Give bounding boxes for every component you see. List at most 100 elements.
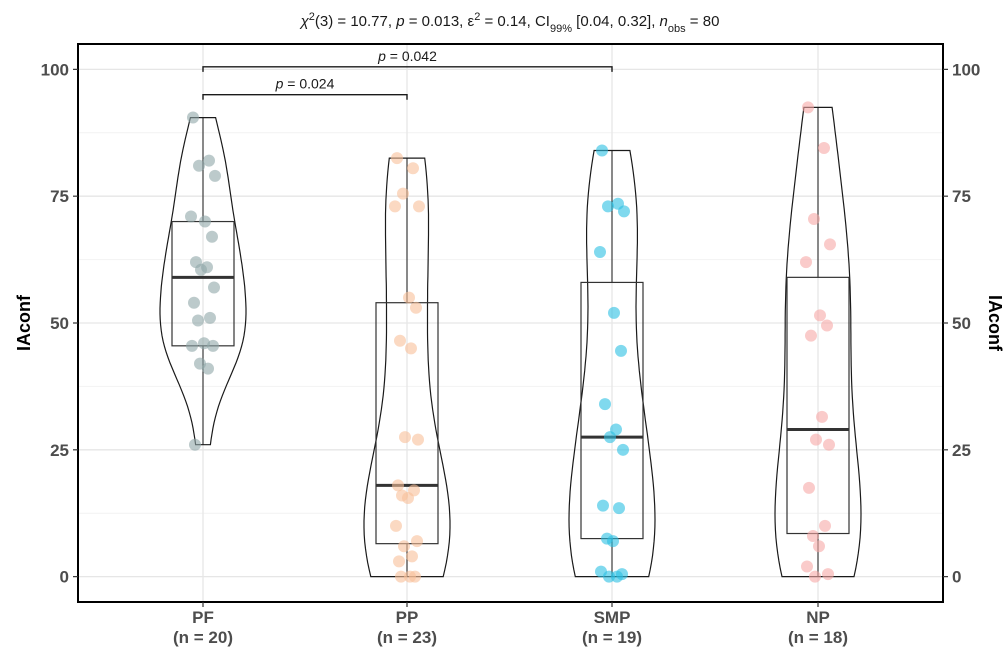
y-axis-title-left: IAconf	[14, 294, 34, 351]
comparison-label: p = 0.042	[377, 48, 437, 64]
data-point	[821, 319, 833, 332]
data-point	[613, 502, 625, 515]
y-axis-left: 0 25 50 75 100	[41, 60, 78, 587]
data-point	[186, 339, 198, 352]
data-point	[604, 431, 616, 444]
x-category-label: SMP	[594, 608, 631, 627]
data-point	[802, 101, 814, 114]
y-tick-label-left: 0	[60, 568, 69, 587]
y-tick-label-left: 100	[41, 60, 69, 79]
data-point	[819, 519, 831, 532]
data-point	[413, 200, 425, 213]
data-point	[824, 238, 836, 251]
data-point	[198, 337, 210, 350]
data-point	[596, 144, 608, 157]
data-point	[607, 535, 619, 548]
y-tick-label-right: 75	[952, 187, 971, 206]
y-tick-label-right: 50	[952, 314, 971, 333]
data-point	[398, 540, 410, 553]
data-point	[204, 311, 216, 324]
data-point	[389, 200, 401, 213]
y-axis-right: 0 25 50 75 100	[943, 60, 980, 587]
data-point	[207, 339, 219, 352]
comparison-bracket	[202, 66, 613, 72]
data-point	[822, 568, 834, 581]
data-point	[808, 213, 820, 226]
data-point	[192, 314, 204, 327]
boxplots	[171, 107, 850, 577]
data-point	[209, 169, 221, 182]
data-point	[412, 433, 424, 446]
data-point	[602, 200, 614, 213]
data-point	[404, 570, 416, 583]
data-point	[206, 230, 218, 243]
data-point	[393, 555, 405, 568]
data-point	[803, 481, 815, 494]
data-point	[185, 210, 197, 223]
violin-smp	[568, 149, 656, 578]
data-points	[185, 101, 836, 583]
x-category-n-label: (n = 23)	[377, 628, 437, 647]
data-point	[187, 111, 199, 124]
y-axis-title-right: IAconf	[985, 295, 1005, 352]
data-point	[615, 344, 627, 357]
data-point	[599, 398, 611, 411]
data-point	[202, 362, 214, 375]
data-point	[397, 187, 409, 200]
data-point	[402, 492, 414, 505]
violins	[159, 106, 862, 578]
data-point	[394, 334, 406, 347]
data-point	[189, 438, 201, 451]
data-point	[395, 570, 407, 583]
data-point	[823, 438, 835, 451]
y-tick-label-right: 25	[952, 441, 971, 460]
data-point	[813, 540, 825, 553]
x-category-n-label: (n = 18)	[788, 628, 848, 647]
y-tick-label-left: 50	[50, 314, 69, 333]
data-point	[618, 205, 630, 218]
data-point	[203, 154, 215, 167]
data-point	[410, 301, 422, 314]
x-category-n-label: (n = 20)	[173, 628, 233, 647]
y-tick-label-left: 25	[50, 441, 69, 460]
y-tick-label-left: 75	[50, 187, 69, 206]
data-point	[403, 291, 415, 304]
data-point	[807, 530, 819, 543]
x-category-label: PP	[396, 608, 419, 627]
y-tick-label-right: 0	[952, 568, 961, 587]
data-point	[810, 433, 822, 446]
x-category-label: PF	[192, 608, 214, 627]
y-tick-label-right: 100	[952, 60, 980, 79]
data-point	[818, 141, 830, 154]
data-point	[597, 499, 609, 512]
data-point	[801, 560, 813, 573]
comparison-label: p = 0.024	[275, 76, 335, 92]
data-point	[392, 479, 404, 492]
data-point	[809, 570, 821, 583]
data-point	[208, 281, 220, 294]
pairwise-comparisons: p = 0.024 p = 0.042	[202, 48, 613, 100]
data-point	[814, 309, 826, 322]
data-point	[805, 329, 817, 342]
data-point	[617, 443, 629, 456]
data-point	[188, 296, 200, 309]
data-point	[391, 152, 403, 165]
x-axis: PF(n = 20) PP(n = 23) SMP(n = 19) NP(n = 18…	[173, 602, 848, 647]
grid	[78, 44, 943, 602]
data-point	[399, 431, 411, 444]
chart-title: χ2(3) = 10.77, p = 0.013, ε2 = 0.14, CI9…	[299, 11, 720, 35]
data-point	[816, 410, 828, 423]
data-point	[608, 306, 620, 319]
data-point	[406, 550, 418, 563]
x-category-n-label: (n = 19)	[582, 628, 642, 647]
data-point	[407, 162, 419, 175]
data-point	[411, 535, 423, 548]
data-point	[199, 215, 211, 228]
data-point	[800, 256, 812, 269]
data-point	[594, 245, 606, 258]
comparison-bracket	[202, 94, 408, 100]
data-point	[193, 159, 205, 172]
data-point	[195, 263, 207, 276]
x-category-label: NP	[806, 608, 830, 627]
